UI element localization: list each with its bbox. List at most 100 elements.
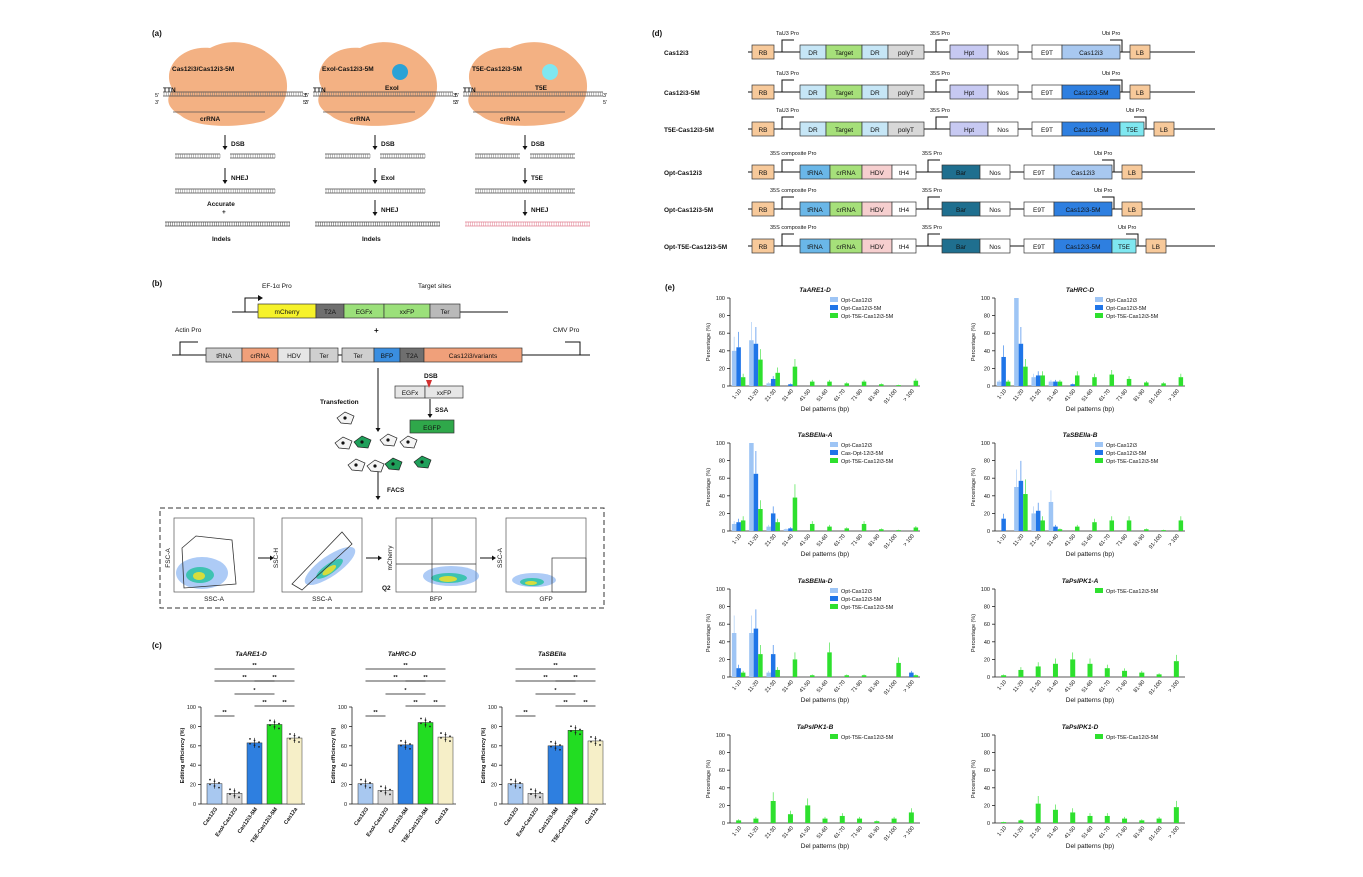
- data-point: [574, 731, 577, 734]
- data-point: [404, 741, 407, 744]
- chart-title: TaARE1-D: [235, 651, 267, 658]
- arrow-head-icon: [492, 555, 496, 561]
- data-point: [209, 778, 211, 781]
- series-bar: [770, 513, 776, 531]
- data-point: [249, 742, 251, 745]
- y-tick-label: 100: [716, 587, 725, 593]
- category-label: 1-10: [731, 533, 743, 545]
- x-axis-label: Del patterns (bp): [801, 551, 849, 558]
- series-bar: [1018, 343, 1024, 386]
- y-axis-label: Percentage (%): [971, 323, 977, 361]
- construct-part-box: [1119, 121, 1145, 137]
- legend-label: Opt-T5E-Cas12i3-5M: [1106, 459, 1159, 465]
- construct-part-label: RB: [758, 90, 767, 97]
- construct-part-label: tH4: [899, 207, 910, 214]
- data-point: [253, 744, 256, 747]
- legend-label: Opt-Cas12i3-5M: [1106, 306, 1147, 312]
- category-label: 71-80: [850, 679, 864, 694]
- data-point: [289, 737, 291, 740]
- promoter-label: TaU3 Pro: [776, 31, 799, 37]
- efficiency-bar: [437, 736, 454, 805]
- vector-part-label: Ter: [319, 353, 329, 360]
- data-point: [238, 791, 240, 794]
- data-point: [590, 736, 592, 738]
- data-point: [534, 794, 537, 797]
- deletion-pattern-chart: TaSBEIIa-D 0 20 40 60 80 100 Percentage (%) Del …: [706, 578, 920, 704]
- data-point: [258, 745, 260, 748]
- construct-part-label: E9T: [1033, 207, 1045, 214]
- category-label: 31-40: [1046, 533, 1060, 548]
- legend-swatch: [1095, 313, 1103, 318]
- promoter-label: Ubi Pro: [1102, 31, 1120, 37]
- promoter-arrow-icon: [1110, 79, 1123, 92]
- category-label: 1-10: [996, 679, 1008, 691]
- y-tick-label: 100: [981, 587, 990, 593]
- series-bar: [731, 350, 737, 386]
- data-point: [278, 722, 280, 725]
- construct-part-label: E9T: [1041, 50, 1053, 57]
- construct-part-label: Hpt: [964, 127, 974, 134]
- flow-plot: Q2 mCherry BFP: [382, 517, 479, 603]
- x-axis-label: Del patterns (bp): [801, 406, 849, 413]
- construct-part-label: Bar: [956, 207, 967, 214]
- significance-mark: **: [433, 700, 438, 706]
- vector-part-label: crRNA: [250, 353, 270, 360]
- category-label: 11-20: [747, 533, 760, 547]
- data-point: [213, 785, 216, 787]
- data-point: [530, 793, 532, 796]
- chart-title: TaSBEIIa: [538, 651, 566, 658]
- arrow-head-icon: [375, 496, 381, 500]
- vector-part-box: [423, 347, 523, 363]
- series-bar: [775, 669, 780, 677]
- y-tick-label: 80: [984, 314, 990, 320]
- construct-name: T5E-Cas12i3-5M: [664, 127, 714, 134]
- editing-efficiency-chart: TaSBEIIa 0 20 40 60 80 100 Editing efficiency (…: [481, 651, 606, 845]
- data-point: [530, 788, 532, 791]
- deletion-pattern-chart: TaARE1-D 0 20 40 60 80 100 Percentage (%) Del pa…: [706, 287, 920, 413]
- y-tick-label: 40: [719, 786, 725, 792]
- data-point: [384, 791, 387, 794]
- series-bar: [1035, 375, 1041, 386]
- strand-end-label: 3': [453, 93, 457, 99]
- significance-mark: *: [404, 688, 407, 694]
- series-bar: [770, 801, 776, 823]
- category-label: 41-50: [1064, 679, 1078, 694]
- promoter-arrow-icon: [781, 79, 794, 92]
- category-label: > 100: [1167, 533, 1181, 548]
- data-point: [440, 736, 442, 739]
- y-tick-label: 100: [488, 705, 497, 711]
- plus-label: +: [222, 209, 226, 216]
- promoter-label: 35S composite Pro: [770, 188, 816, 194]
- construct-part-label: E9T: [1033, 170, 1045, 177]
- y-tick-label: 40: [341, 763, 347, 769]
- significance-mark: **: [553, 663, 558, 669]
- data-point: [278, 727, 280, 730]
- construct-part-label: LB: [1128, 207, 1136, 214]
- construct-part-box: [1129, 44, 1151, 60]
- y-tick-label: 20: [984, 366, 990, 372]
- series-bar: [1104, 668, 1110, 677]
- construct-part-label: T5E: [1126, 127, 1139, 134]
- category-label: 51-60: [1081, 388, 1095, 403]
- editing-efficiency-chart: TaARE1-D 0 20 40 60 80 100 Editing efficiency (…: [180, 651, 305, 845]
- y-tick-label: 20: [719, 366, 725, 372]
- promoter-label: 35S Pro: [922, 225, 942, 231]
- construct-part-label: Target: [835, 50, 853, 57]
- data-point: [249, 737, 251, 740]
- category-label: 41-50: [1064, 533, 1078, 548]
- data-point: [559, 744, 561, 746]
- series-bar: [809, 675, 815, 677]
- promoter-label: Ubi Pro: [1126, 108, 1144, 114]
- series-bar: [1074, 526, 1080, 531]
- category-label: 41-50: [799, 825, 813, 840]
- series-bar: [1126, 378, 1132, 386]
- construct-part-label: LB: [1136, 90, 1144, 97]
- panel-d-label: (d): [652, 29, 663, 38]
- data-point: [514, 785, 517, 787]
- y-tick-label: 0: [344, 802, 347, 808]
- series-bar: [879, 384, 884, 386]
- legend-swatch: [830, 588, 838, 593]
- series-bar: [1052, 663, 1058, 677]
- y-axis-label: Editing efficiency (%): [481, 728, 487, 784]
- significance-mark: **: [262, 700, 267, 706]
